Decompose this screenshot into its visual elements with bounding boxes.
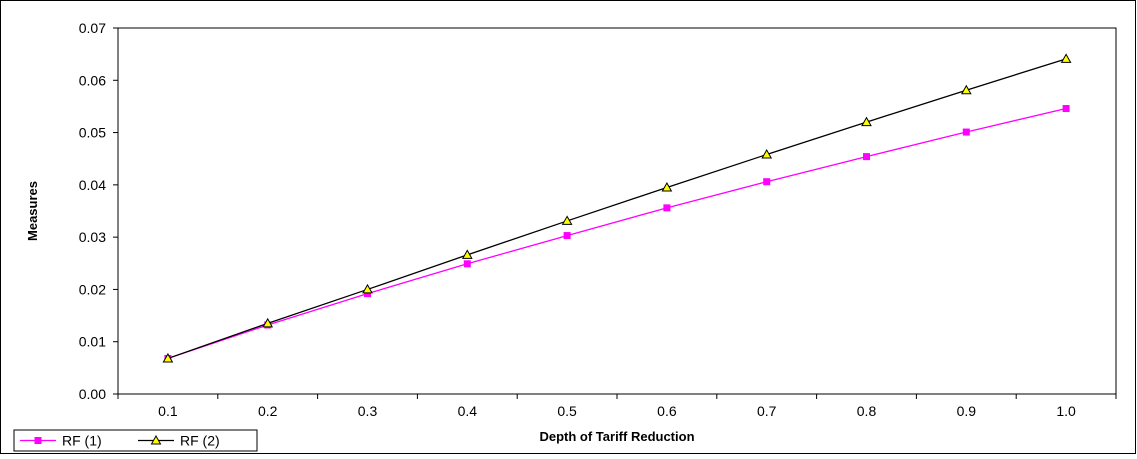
y-tick-label: 0.02 bbox=[79, 281, 106, 297]
x-tick-label: 1.0 bbox=[1056, 403, 1076, 419]
y-tick-label: 0.05 bbox=[79, 125, 106, 141]
plot-area bbox=[117, 27, 1117, 395]
y-tick-label: 0.06 bbox=[79, 72, 106, 88]
data-point bbox=[962, 128, 970, 136]
legend: RF (1) RF (2) bbox=[13, 429, 258, 452]
x-axis-label: Depth of Tariff Reduction bbox=[539, 429, 694, 444]
data-point bbox=[150, 434, 162, 445]
legend-label: RF (2) bbox=[180, 433, 220, 449]
y-tick-label: 0.01 bbox=[79, 334, 106, 350]
x-tick-label: 0.9 bbox=[957, 403, 977, 419]
legend-item-2: RF (2) bbox=[138, 433, 220, 449]
y-tick-label: 0.04 bbox=[79, 177, 106, 193]
x-tick-label: 0.7 bbox=[757, 403, 777, 419]
series-line bbox=[167, 58, 1067, 360]
series-line bbox=[167, 107, 1067, 360]
y-tick-label: 0.03 bbox=[79, 229, 106, 245]
series-2 bbox=[162, 53, 1072, 363]
x-tick-label: 0.5 bbox=[557, 403, 577, 419]
data-point bbox=[262, 317, 274, 328]
data-point bbox=[661, 181, 673, 192]
legend-item-1: RF (1) bbox=[20, 433, 102, 449]
data-point bbox=[563, 232, 571, 240]
x-axis: 0.1 0.2 0.3 0.4 0.5 0.6 0.7 0.8 0.9 1.0 bbox=[117, 394, 1117, 419]
data-point bbox=[362, 283, 373, 294]
data-point bbox=[461, 249, 473, 259]
data-point bbox=[960, 84, 972, 95]
data-point bbox=[561, 215, 573, 225]
y-axis-label: Measures bbox=[25, 181, 40, 241]
x-tick-label: 0.4 bbox=[458, 403, 478, 419]
data-point bbox=[861, 116, 872, 127]
y-tick-label: 0.07 bbox=[79, 20, 106, 36]
x-tick-label: 0.6 bbox=[657, 403, 677, 419]
x-tick-label: 0.3 bbox=[358, 403, 378, 419]
y-axis: 0.00 0.01 0.02 0.03 0.04 0.05 0.06 0.07 bbox=[79, 20, 118, 402]
data-point bbox=[1062, 105, 1070, 113]
series-layer bbox=[162, 53, 1072, 363]
x-tick-label: 0.1 bbox=[158, 403, 178, 419]
y-tick-label: 0.00 bbox=[79, 386, 106, 402]
data-point bbox=[463, 260, 471, 268]
legend-box bbox=[13, 429, 258, 452]
data-point bbox=[162, 352, 174, 363]
data-point bbox=[761, 149, 773, 159]
x-tick-label: 0.2 bbox=[258, 403, 278, 419]
data-point bbox=[863, 153, 870, 161]
data-point bbox=[1060, 53, 1072, 63]
x-tick-label: 0.8 bbox=[857, 403, 877, 419]
data-point bbox=[34, 437, 42, 444]
legend-label: RF (1) bbox=[62, 433, 102, 449]
data-point bbox=[763, 178, 771, 186]
data-point bbox=[663, 204, 671, 212]
